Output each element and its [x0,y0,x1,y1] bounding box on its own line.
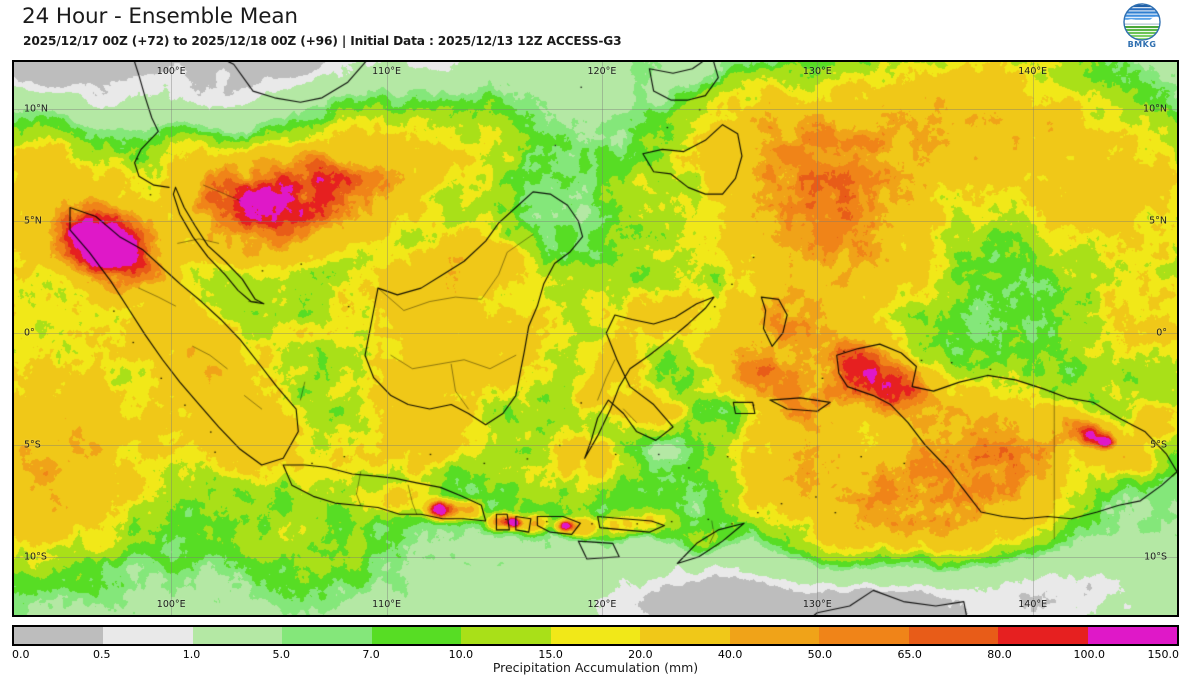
latitude-label: 10°N [24,103,48,115]
gridline-longitude [386,62,388,615]
colorbar-gradient[interactable] [12,625,1179,646]
colorbar-tick: 50.0 [807,648,833,661]
latitude-label: 5°N [1149,215,1167,227]
gridline-latitude [14,556,1177,558]
colorbar-segment [640,627,730,644]
colorbar-tick: 0.0 [12,648,30,661]
latitude-label: 0° [24,327,35,339]
gridline-longitude [171,62,173,615]
latitude-label: 5°S [24,439,41,451]
longitude-label: 120°E [587,66,617,77]
colorbar-segment [908,627,999,644]
colorbar-tick: 10.0 [448,648,474,661]
longitude-label: 100°E [156,66,186,77]
bmkg-logo: BMKG [1105,2,1179,54]
colorbar-tick: 7.0 [362,648,380,661]
colorbar-tick: 0.5 [93,648,111,661]
colorbar-segment [14,627,104,644]
latitude-label: 10°N [1143,103,1167,115]
colorbar-segment [1087,627,1178,644]
gridline-latitude [14,220,1177,222]
colorbar-tick: 65.0 [897,648,922,661]
colorbar-tick: 40.0 [717,648,743,661]
colorbar-segment [371,627,462,644]
colorbar-tick: 15.0 [538,648,563,661]
precipitation-raster [14,62,1177,615]
gridline-longitude [1032,62,1034,615]
longitude-label: 120°E [587,599,617,610]
gridline-latitude [14,444,1177,446]
latitude-label: 0° [1156,327,1167,339]
colorbar-title: Precipitation Accumulation (mm) [492,660,699,675]
colorbar-segment [998,627,1088,644]
colorbar-segment [550,627,641,644]
colorbar-tick: 100.0 [1073,648,1105,661]
forecast-period-subtitle: 2025/12/17 00Z (+72) to 2025/12/18 00Z (… [23,34,622,48]
colorbar-tick: 5.0 [272,648,291,661]
colorbar-segment [729,627,820,644]
colorbar-tick-labels: 0.0 0.5 1.0 5.0 7.0 10.0 15.0 20.0 40.0 50.0 65.0 8… [12,648,1179,664]
latitude-label: 10°S [1144,551,1167,563]
latitude-label: 10°S [24,551,47,563]
precipitation-map[interactable]: 100°E 100°E 110°E 110°E 120°E 120°E 130°E 130°E… [12,60,1179,617]
longitude-label: 110°E [372,599,402,610]
longitude-label: 140°E [1018,599,1048,610]
colorbar-segment [282,627,372,644]
gridline-longitude [601,62,603,615]
colorbar-segment [461,627,551,644]
colorbar-tick: 20.0 [628,648,653,661]
latitude-label: 5°N [24,215,42,227]
header: 24 Hour - Ensemble Mean 2025/12/17 00Z (… [0,0,1191,58]
colorbar-segment [819,627,909,644]
longitude-label: 110°E [372,66,402,77]
colorbar[interactable]: 0.0 0.5 1.0 5.0 7.0 10.0 15.0 20.0 40.0 50.0 65.0 8… [12,625,1179,661]
gridline-latitude [14,332,1177,334]
latitude-label: 5°S [1150,439,1167,451]
longitude-label: 130°E [802,599,832,610]
colorbar-tick: 1.0 [182,648,201,661]
bmkg-logo-label: BMKG [1127,40,1157,49]
colorbar-segment [103,627,193,644]
longitude-label: 100°E [156,599,186,610]
longitude-label: 140°E [1018,66,1048,77]
gridline-latitude [14,109,1177,111]
longitude-label: 130°E [802,66,832,77]
colorbar-segment [192,627,283,644]
colorbar-tick: 80.0 [987,648,1012,661]
bmkg-globe-icon [1123,3,1161,41]
colorbar-tick: 150.0 [1147,648,1180,661]
gridline-longitude [817,62,819,615]
page-title: 24 Hour - Ensemble Mean [22,4,298,29]
